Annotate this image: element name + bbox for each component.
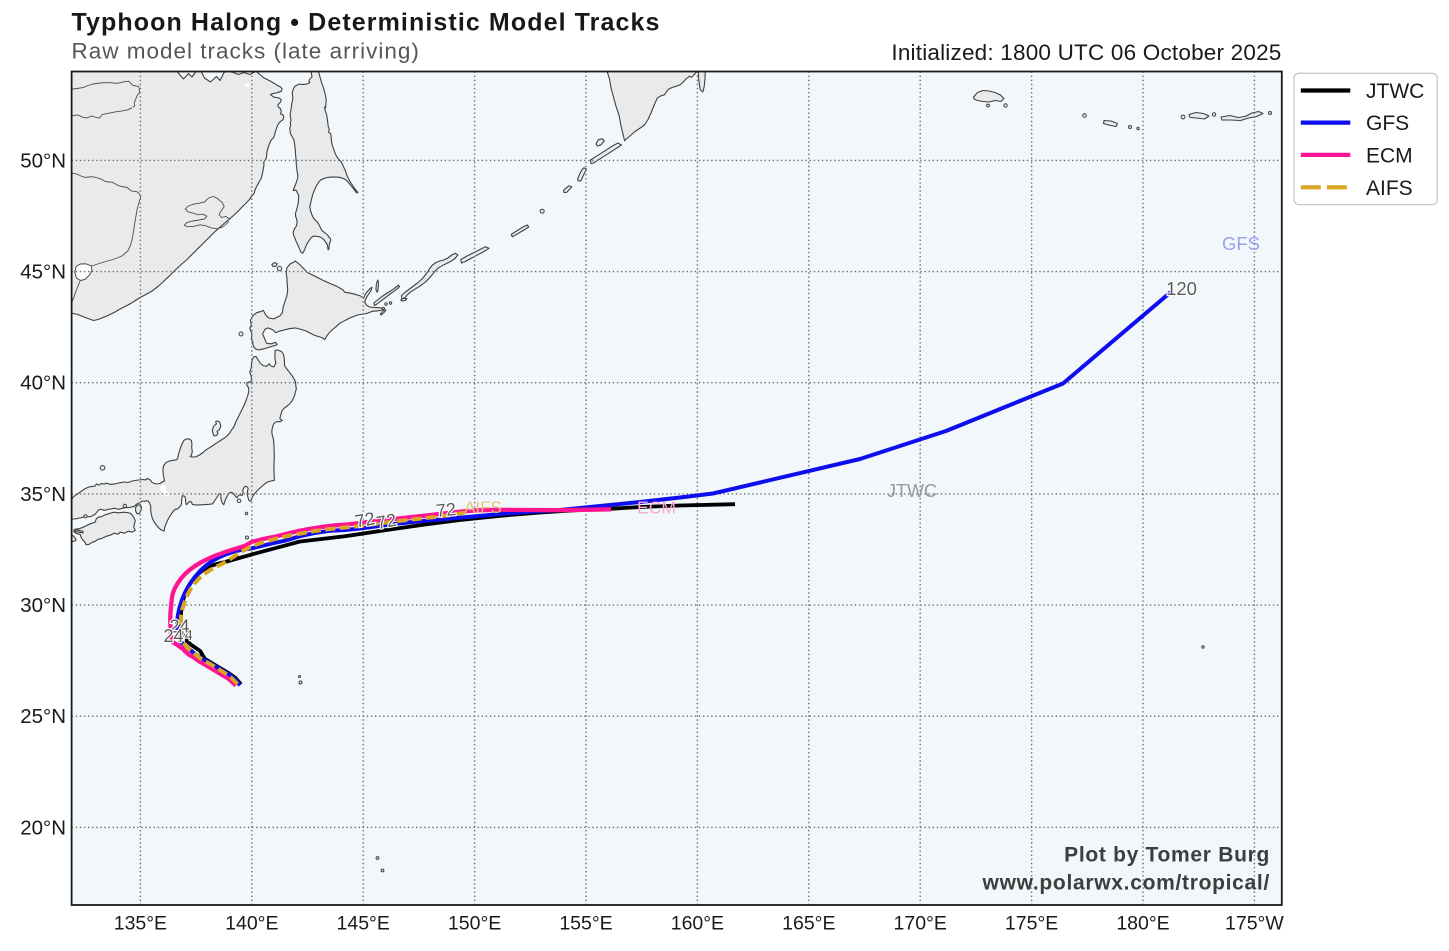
svg-text:170°E: 170°E xyxy=(894,913,947,935)
svg-text:50°N: 50°N xyxy=(20,149,66,172)
svg-text:24: 24 xyxy=(169,617,189,637)
svg-text:40°N: 40°N xyxy=(20,372,66,395)
svg-text:35°N: 35°N xyxy=(20,483,66,506)
svg-text:180°E: 180°E xyxy=(1116,913,1169,935)
svg-text:175°W: 175°W xyxy=(1225,913,1284,935)
svg-text:Raw model tracks (late arrivin: Raw model tracks (late arriving) xyxy=(72,39,420,64)
svg-text:120: 120 xyxy=(1166,278,1197,299)
svg-text:30°N: 30°N xyxy=(20,594,66,617)
svg-text:175°E: 175°E xyxy=(1005,913,1058,935)
svg-text:140°E: 140°E xyxy=(225,913,278,935)
svg-text:45°N: 45°N xyxy=(20,261,66,284)
svg-text:24: 24 xyxy=(163,626,183,646)
svg-text:24: 24 xyxy=(176,627,193,644)
svg-text:165°E: 165°E xyxy=(782,913,835,935)
svg-text:AIFS: AIFS xyxy=(1366,177,1413,200)
svg-text:ECM: ECM xyxy=(637,497,676,517)
svg-text:72: 72 xyxy=(353,508,376,531)
svg-text:Initialized: 1800 UTC 06 Octob: Initialized: 1800 UTC 06 October 2025 xyxy=(891,40,1281,65)
svg-text:ECM: ECM xyxy=(1366,144,1413,167)
svg-text:GFS: GFS xyxy=(1366,112,1409,135)
svg-text:AIFS: AIFS xyxy=(464,498,502,517)
svg-text:160°E: 160°E xyxy=(671,913,724,935)
svg-text:150°E: 150°E xyxy=(448,913,501,935)
svg-text:JTWC: JTWC xyxy=(1366,80,1424,103)
svg-text:GFS: GFS xyxy=(1222,233,1260,254)
svg-text:72: 72 xyxy=(435,499,457,521)
svg-text:25°N: 25°N xyxy=(20,705,66,728)
svg-text:72: 72 xyxy=(375,510,398,533)
svg-text:Typhoon Halong • Deterministic: Typhoon Halong • Deterministic Model Tra… xyxy=(72,9,661,37)
svg-text:www.polarwx.com/tropical/: www.polarwx.com/tropical/ xyxy=(982,872,1270,895)
svg-text:145°E: 145°E xyxy=(337,913,390,935)
svg-text:20°N: 20°N xyxy=(20,816,66,839)
svg-text:135°E: 135°E xyxy=(114,913,167,935)
svg-text:Plot by Tomer Burg: Plot by Tomer Burg xyxy=(1064,844,1270,867)
svg-text:JTWC: JTWC xyxy=(887,481,937,501)
svg-text:155°E: 155°E xyxy=(559,913,612,935)
